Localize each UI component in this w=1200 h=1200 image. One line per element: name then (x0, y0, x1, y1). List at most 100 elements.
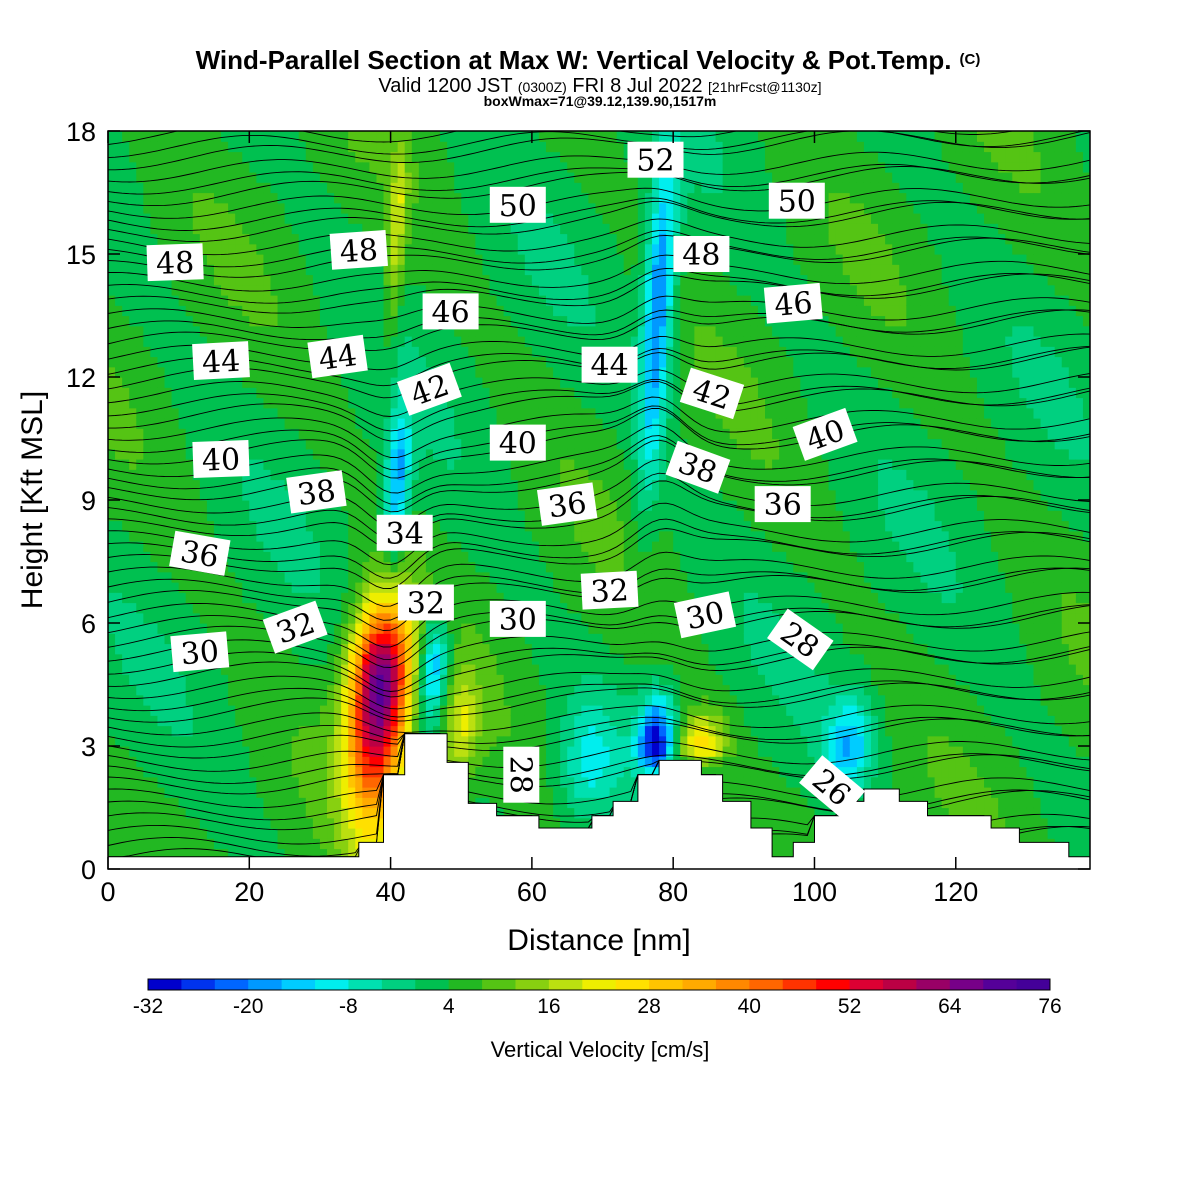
velocity-cell (348, 387, 356, 399)
velocity-cell (517, 551, 526, 563)
velocity-cell (524, 592, 533, 604)
velocity-cell (334, 787, 342, 798)
velocity-cell (178, 787, 187, 798)
velocity-cell (461, 213, 469, 224)
velocity-cell (291, 817, 300, 829)
velocity-cell (129, 582, 137, 593)
velocity-cell (468, 223, 476, 235)
velocity-cell (319, 141, 328, 153)
velocity-cell (425, 551, 434, 563)
velocity-cell (178, 428, 187, 440)
velocity-cell (199, 418, 208, 429)
velocity-cell (567, 254, 575, 265)
velocity-cell (369, 817, 378, 829)
velocity-cell (291, 377, 300, 388)
velocity-cell (206, 131, 215, 142)
velocity-cell (588, 223, 597, 235)
velocity-cell (122, 448, 130, 460)
velocity-cell (108, 776, 116, 788)
velocity-cell (468, 664, 476, 675)
velocity-cell (334, 664, 342, 675)
velocity-cell (249, 623, 257, 634)
velocity-cell (531, 551, 540, 563)
velocity-cell (327, 448, 335, 460)
velocity-cell (115, 243, 123, 255)
velocity-cell (510, 807, 519, 819)
velocity-cell (157, 520, 166, 532)
velocity-cell (489, 633, 498, 645)
velocity-cell (129, 295, 137, 306)
velocity-cell (221, 202, 229, 214)
velocity-cell (341, 172, 349, 183)
velocity-cell (574, 161, 582, 173)
velocity-cell (327, 161, 335, 173)
velocity-cell (277, 510, 286, 522)
velocity-cell (567, 192, 575, 204)
velocity-cell (362, 664, 370, 675)
velocity-cell (376, 684, 385, 696)
velocity-cell (150, 325, 159, 337)
velocity-cell (270, 346, 279, 358)
velocity-cell (185, 807, 194, 819)
velocity-cell (242, 725, 250, 737)
velocity-cell (143, 551, 151, 563)
velocity-cell (108, 469, 116, 481)
velocity-cell (588, 715, 597, 727)
velocity-cell (256, 438, 265, 450)
velocity-cell (567, 623, 575, 634)
velocity-cell (531, 694, 540, 706)
velocity-cell (115, 602, 123, 614)
velocity-cell (390, 448, 399, 460)
velocity-cell (143, 315, 151, 327)
velocity-cell (524, 366, 533, 378)
velocity-cell (327, 223, 335, 235)
velocity-cell (249, 274, 257, 286)
velocity-cell (418, 274, 427, 286)
velocity-cell (475, 305, 484, 317)
velocity-cell (538, 674, 547, 686)
velocity-cell (122, 366, 130, 378)
velocity-cell (411, 202, 420, 214)
velocity-cell (503, 397, 512, 409)
velocity-cell (383, 715, 392, 727)
velocity-cell (390, 592, 399, 604)
velocity-cell (277, 233, 286, 245)
velocity-cell (143, 602, 151, 614)
velocity-cell (503, 653, 512, 665)
velocity-cell (206, 182, 215, 194)
velocity-cell (468, 325, 476, 337)
velocity-cell (129, 356, 137, 368)
velocity-cell (425, 325, 434, 337)
velocity-cell (284, 520, 293, 532)
velocity-cell (178, 151, 187, 163)
velocity-cell (489, 325, 498, 337)
velocity-cell (263, 582, 272, 593)
velocity-cell (546, 254, 554, 265)
velocity-cell (199, 479, 208, 491)
velocity-cell (228, 592, 236, 604)
velocity-cell (510, 356, 519, 368)
velocity-cell (362, 489, 370, 501)
velocity-cell (192, 151, 201, 163)
velocity-cell (164, 161, 173, 173)
velocity-cell (461, 684, 469, 696)
velocity-cell (524, 479, 533, 491)
velocity-cell (108, 756, 116, 768)
velocity-cell (560, 336, 568, 347)
velocity-cell (369, 561, 378, 573)
velocity-cell (164, 366, 173, 378)
velocity-cell (560, 366, 568, 378)
velocity-cell (150, 448, 159, 460)
velocity-cell (418, 438, 427, 450)
velocity-cell (567, 223, 575, 235)
velocity-cell (206, 510, 215, 522)
velocity-cell (482, 684, 491, 696)
velocity-cell (178, 612, 187, 624)
velocity-cell (228, 254, 236, 265)
velocity-cell (369, 787, 378, 798)
velocity-cell (517, 459, 526, 470)
velocity-cell (298, 366, 307, 378)
velocity-cell (475, 418, 484, 429)
velocity-cell (524, 407, 533, 419)
velocity-cell (461, 346, 469, 358)
